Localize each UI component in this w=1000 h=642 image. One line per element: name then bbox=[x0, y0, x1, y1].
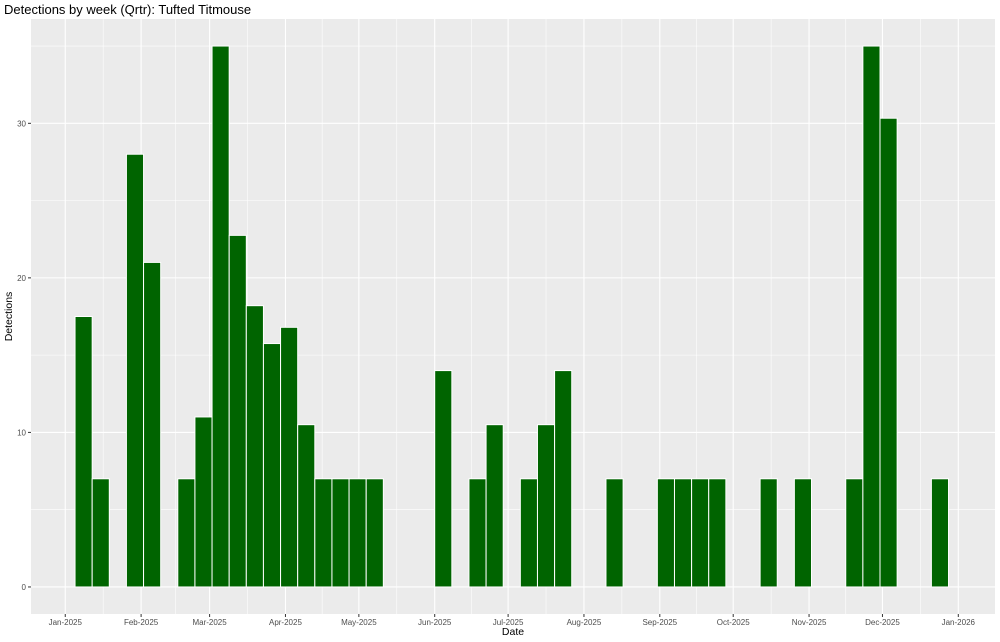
x-tick-label: Apr-2025 bbox=[269, 618, 302, 627]
bar bbox=[862, 45, 881, 588]
bar bbox=[793, 478, 812, 588]
bar bbox=[519, 478, 538, 588]
bar bbox=[845, 478, 864, 588]
bar bbox=[879, 117, 898, 588]
bar bbox=[280, 326, 299, 588]
y-axis: 0 10 20 30 bbox=[17, 119, 31, 592]
bar bbox=[930, 478, 950, 588]
bar-series bbox=[74, 45, 950, 588]
bar bbox=[245, 305, 264, 588]
bar bbox=[91, 478, 110, 588]
y-tick-label: 0 bbox=[22, 583, 27, 592]
x-tick-label: Jan-2026 bbox=[942, 618, 976, 627]
bar bbox=[691, 478, 710, 588]
bar bbox=[177, 478, 196, 588]
bar bbox=[656, 478, 675, 588]
x-tick-label: Dec-2025 bbox=[865, 618, 900, 627]
bar bbox=[297, 424, 316, 588]
x-tick-label: Oct-2025 bbox=[717, 618, 750, 627]
x-tick-label: Jun-2025 bbox=[418, 618, 452, 627]
bar bbox=[314, 478, 333, 588]
bar bbox=[348, 478, 367, 588]
bar bbox=[228, 234, 247, 588]
x-tick-label: Jul-2025 bbox=[493, 618, 524, 627]
bar bbox=[143, 261, 162, 588]
x-axis-title: Date bbox=[502, 626, 524, 638]
y-axis-title: Detections bbox=[3, 292, 15, 342]
bar bbox=[211, 45, 230, 588]
x-tick-label: Feb-2025 bbox=[124, 618, 159, 627]
y-tick-label: 10 bbox=[17, 428, 26, 437]
chart-title: Detections by week (Qrtr): Tufted Titmou… bbox=[4, 2, 252, 17]
bar bbox=[331, 478, 350, 588]
bar bbox=[759, 478, 778, 588]
bar bbox=[125, 153, 145, 588]
bar bbox=[485, 424, 504, 588]
x-tick-label: Nov-2025 bbox=[792, 618, 827, 627]
x-tick-label: Mar-2025 bbox=[192, 618, 227, 627]
x-tick-label: May-2025 bbox=[341, 618, 377, 627]
bar bbox=[554, 370, 573, 588]
bar bbox=[673, 478, 693, 588]
bar bbox=[262, 343, 282, 588]
x-tick-label: Sep-2025 bbox=[642, 618, 677, 627]
bar bbox=[365, 478, 384, 588]
y-tick-label: 30 bbox=[17, 119, 26, 128]
x-tick-label: Jan-2025 bbox=[49, 618, 83, 627]
x-tick-label: Aug-2025 bbox=[567, 618, 602, 627]
x-axis: Jan-2025 Feb-2025 Mar-2025 Apr-2025 May-2025… bbox=[49, 614, 976, 627]
bar bbox=[194, 416, 213, 588]
bar bbox=[434, 370, 453, 588]
bar bbox=[605, 478, 624, 588]
bar bbox=[468, 478, 487, 588]
bar bbox=[536, 424, 556, 588]
bar bbox=[74, 316, 93, 588]
y-tick-label: 20 bbox=[17, 274, 26, 283]
bar bbox=[708, 478, 727, 588]
